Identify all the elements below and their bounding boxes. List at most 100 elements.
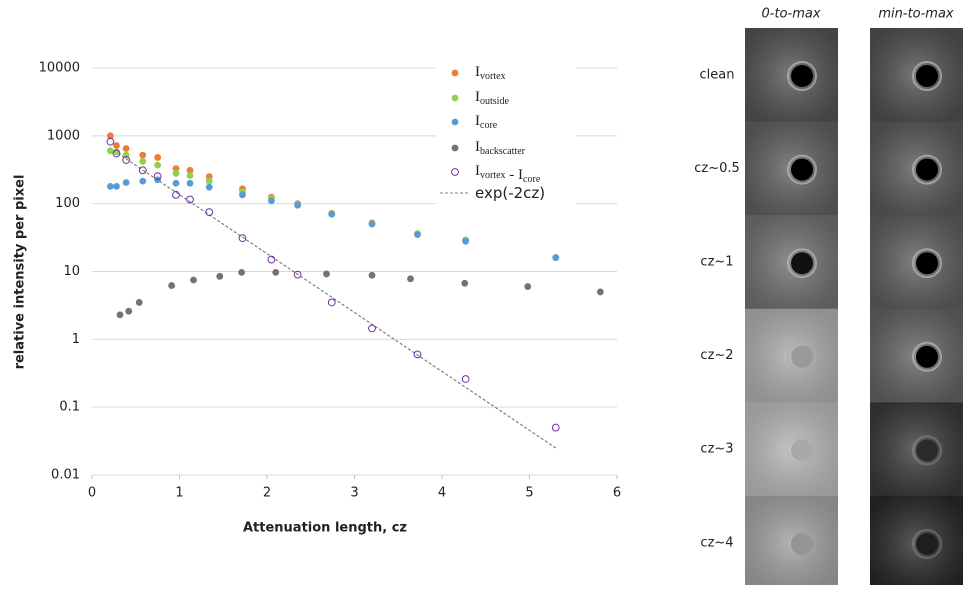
row-label: cz~4 bbox=[700, 535, 733, 550]
data-point bbox=[186, 195, 194, 204]
row-label: cz~2 bbox=[700, 348, 733, 363]
data-point bbox=[238, 268, 246, 276]
legend-subscript: core bbox=[523, 174, 541, 185]
data-point bbox=[106, 147, 114, 155]
vortex-core bbox=[791, 533, 813, 555]
legend-subscript: outside bbox=[480, 96, 509, 107]
row-label: cz~0.5 bbox=[694, 161, 740, 176]
vortex-core bbox=[791, 252, 813, 275]
data-point bbox=[172, 169, 180, 177]
data-point bbox=[239, 191, 246, 199]
data-point bbox=[122, 179, 130, 186]
legend-key bbox=[451, 69, 459, 77]
data-point bbox=[216, 272, 224, 280]
legend-subscript: vortex bbox=[480, 170, 506, 181]
legend-text: - I bbox=[506, 167, 524, 183]
y-tick-label: 10 bbox=[63, 264, 80, 279]
legend-entry: Ivortex - Icore bbox=[475, 163, 541, 185]
column-header: 0-to-max bbox=[761, 7, 820, 22]
y-tick-label: 1 bbox=[72, 332, 80, 347]
data-point bbox=[596, 288, 604, 296]
data-point bbox=[323, 270, 330, 278]
data-point bbox=[172, 190, 180, 199]
legend-text: I bbox=[475, 64, 480, 80]
data-point bbox=[172, 165, 180, 172]
data-point bbox=[267, 197, 275, 205]
data-point bbox=[190, 276, 197, 284]
data-point bbox=[139, 157, 147, 165]
vortex-core bbox=[916, 439, 938, 462]
vortex-ring bbox=[912, 61, 942, 91]
data-point bbox=[205, 183, 213, 191]
legend-key bbox=[451, 94, 459, 102]
legend-subscript: backscatter bbox=[480, 146, 526, 157]
vortex-core bbox=[791, 439, 813, 462]
vortex-core bbox=[791, 158, 813, 181]
vortex-core bbox=[916, 252, 938, 275]
vortex-core bbox=[916, 65, 938, 87]
data-point bbox=[238, 234, 247, 243]
row-label: clean bbox=[700, 67, 735, 82]
data-point bbox=[153, 172, 162, 180]
data-point bbox=[462, 237, 470, 245]
legend-entry: Ivortex bbox=[475, 64, 506, 82]
vortex-core bbox=[916, 158, 938, 181]
legend-text: exp(-2cz) bbox=[475, 184, 545, 202]
data-point bbox=[551, 423, 560, 432]
data-point bbox=[113, 148, 120, 156]
x-tick-label: 1 bbox=[175, 486, 183, 501]
x-tick-label: 6 bbox=[613, 486, 621, 501]
vortex-core bbox=[791, 65, 813, 87]
data-point bbox=[272, 268, 280, 276]
legend-entry: Icore bbox=[475, 113, 498, 131]
data-point bbox=[368, 324, 376, 333]
legend-text: I bbox=[475, 89, 480, 105]
data-point bbox=[414, 231, 421, 238]
x-tick-label: 5 bbox=[525, 486, 533, 501]
data-point bbox=[205, 208, 214, 217]
vortex-ring bbox=[787, 154, 817, 185]
data-point bbox=[125, 307, 133, 315]
y-tick-label: 1000 bbox=[47, 128, 80, 143]
data-point bbox=[138, 166, 147, 175]
row-label: cz~3 bbox=[700, 442, 733, 457]
image-shade bbox=[870, 496, 963, 589]
data-point bbox=[186, 172, 194, 179]
vortex-ring bbox=[787, 529, 817, 559]
data-point bbox=[461, 279, 469, 287]
data-point bbox=[407, 275, 414, 283]
data-point bbox=[135, 299, 143, 306]
y-tick-label: 0.01 bbox=[51, 468, 80, 483]
column-header: min-to-max bbox=[878, 7, 954, 22]
legend-text: I bbox=[475, 113, 480, 129]
data-point bbox=[186, 166, 194, 174]
vortex-ring bbox=[912, 154, 942, 185]
data-point bbox=[461, 375, 470, 383]
y-tick-label: 100 bbox=[55, 196, 80, 211]
data-point bbox=[327, 298, 336, 307]
y-tick-label: 0.1 bbox=[59, 400, 80, 415]
legend-key bbox=[451, 168, 459, 176]
data-point bbox=[413, 350, 422, 359]
vortex-ring bbox=[912, 529, 942, 559]
legend-text: I bbox=[475, 139, 480, 155]
data-point bbox=[106, 137, 115, 146]
data-point bbox=[172, 179, 180, 187]
data-point bbox=[113, 142, 120, 149]
vortex-core bbox=[791, 345, 813, 368]
data-point bbox=[154, 154, 162, 161]
vortex-core bbox=[916, 345, 938, 368]
data-point bbox=[328, 210, 336, 218]
y-tick-label: 10000 bbox=[39, 61, 80, 76]
legend-key bbox=[451, 144, 459, 152]
x-tick-label: 2 bbox=[263, 486, 271, 501]
x-tick-label: 4 bbox=[438, 486, 446, 501]
data-point bbox=[293, 270, 302, 279]
data-point bbox=[552, 254, 560, 262]
data-point bbox=[122, 145, 130, 152]
data-point bbox=[524, 283, 532, 290]
data-point bbox=[205, 177, 213, 185]
legend-text: I bbox=[475, 163, 480, 179]
legend-entry: Ioutside bbox=[475, 89, 509, 107]
